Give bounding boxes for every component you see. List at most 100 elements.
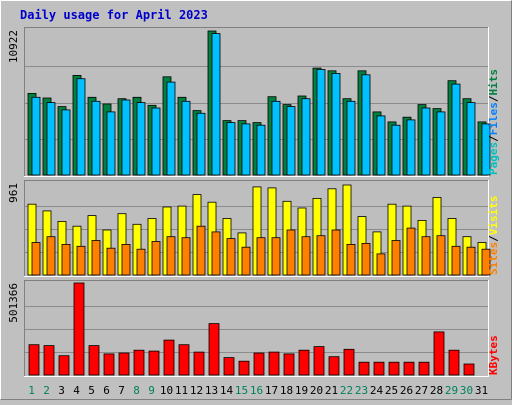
bar-kbytes-day-1 (28, 344, 40, 376)
bar-sites-day-17 (271, 237, 281, 276)
bar-sites-day-5 (91, 240, 101, 276)
bar-kbytes-day-30 (463, 363, 475, 376)
bar-files-day-11 (181, 100, 191, 176)
x-tick-label-day-16: 16 (250, 384, 263, 397)
bar-files-day-19 (301, 98, 311, 176)
x-tick-label-day-28: 28 (430, 384, 443, 397)
bar-sites-day-1 (31, 242, 41, 276)
bar-kbytes-day-11 (178, 344, 190, 376)
x-tick-label-day-31: 31 (475, 384, 488, 397)
x-tick-label-day-6: 6 (103, 384, 110, 397)
bar-kbytes-day-9 (148, 350, 160, 376)
bar-files-day-30 (466, 102, 476, 176)
bar-sites-day-13 (211, 231, 221, 276)
bar-kbytes-day-18 (283, 353, 295, 376)
bar-files-day-21 (331, 73, 341, 176)
bar-sites-day-7 (121, 243, 131, 276)
bar-sites-day-9 (151, 241, 161, 276)
bar-sites-day-25 (391, 240, 401, 276)
bar-sites-day-23 (361, 242, 371, 276)
bar-files-day-25 (391, 124, 401, 176)
bar-sites-day-11 (181, 237, 191, 276)
bar-sites-day-20 (316, 235, 326, 276)
bar-sites-day-28 (436, 235, 446, 276)
bar-sites-day-19 (301, 236, 311, 276)
bar-files-day-22 (346, 100, 356, 176)
x-tick-label-day-19: 19 (295, 384, 308, 397)
bar-sites-day-16 (256, 237, 266, 276)
bar-kbytes-day-21 (328, 356, 340, 376)
x-tick-label-day-14: 14 (220, 384, 234, 397)
bar-kbytes-day-26 (403, 361, 415, 376)
bar-files-day-4 (76, 78, 86, 176)
x-tick-label-day-25: 25 (385, 384, 398, 397)
bar-sites-day-3 (61, 243, 71, 276)
bar-files-day-20 (316, 69, 326, 176)
bar-files-day-9 (151, 107, 161, 176)
bar-files-day-23 (361, 74, 371, 176)
x-tick-label-day-13: 13 (205, 384, 218, 397)
bar-files-day-6 (106, 111, 116, 176)
bar-kbytes-day-19 (298, 349, 310, 376)
x-tick-label-day-3: 3 (58, 384, 65, 397)
x-tick-label-day-18: 18 (280, 384, 293, 397)
bar-kbytes-day-23 (358, 361, 370, 376)
bar-files-day-8 (136, 102, 146, 176)
bar-files-day-26 (406, 119, 416, 176)
bar-files-day-13 (211, 33, 221, 176)
bar-kbytes-day-7 (118, 352, 130, 376)
x-tick-label-day-15: 15 (235, 384, 248, 397)
bar-kbytes-day-5 (88, 345, 100, 376)
bar-sites-day-22 (346, 243, 356, 276)
bar-files-day-15 (241, 123, 251, 176)
x-tick-label-day-1: 1 (28, 384, 35, 397)
x-tick-label-day-23: 23 (355, 384, 368, 397)
bar-kbytes-day-17 (268, 351, 280, 376)
bar-kbytes-day-29 (448, 349, 460, 376)
panel-hits-files-axis-title: Pages/Files/Hits (487, 69, 500, 175)
bar-sites-day-8 (136, 248, 146, 276)
x-tick-label-day-24: 24 (370, 384, 384, 397)
panel-hits-files-axis-title-part-1: Pages (487, 142, 500, 175)
panel-hits-files-axis-title-part-2: / (487, 135, 500, 142)
bar-files-day-2 (46, 102, 56, 176)
panel-kbytes-axis-title-part-1: KBytes (487, 335, 500, 375)
bar-kbytes-day-3 (58, 355, 70, 376)
bar-files-day-1 (31, 96, 41, 176)
x-tick-label-day-10: 10 (160, 384, 173, 397)
bar-sites-day-29 (451, 245, 461, 276)
bar-kbytes-day-20 (313, 346, 325, 376)
bar-kbytes-day-6 (103, 353, 115, 376)
bar-files-day-31 (481, 123, 491, 176)
bar-files-day-10 (166, 81, 176, 176)
bar-files-day-3 (61, 109, 71, 176)
bar-kbytes-day-10 (163, 339, 175, 376)
panel-kbytes: 501366 KBytes (7, 280, 500, 377)
x-tick-label-day-7: 7 (118, 384, 125, 397)
bar-files-day-27 (421, 107, 431, 176)
bar-files-day-29 (451, 83, 461, 176)
x-tick-label-day-20: 20 (310, 384, 323, 397)
bar-sites-day-21 (331, 229, 341, 276)
x-tick-label-day-17: 17 (265, 384, 278, 397)
bar-files-day-24 (376, 115, 386, 176)
bar-sites-day-10 (166, 236, 176, 276)
bar-kbytes-day-15 (238, 360, 250, 376)
x-tick-label-day-11: 11 (175, 384, 188, 397)
panel-visits-sites-scale-label: 961 (7, 183, 20, 203)
panel-visits-sites-axis-title: Sites/Visits (487, 196, 500, 276)
bar-sites-day-14 (226, 238, 236, 276)
bar-kbytes-day-28 (433, 331, 445, 376)
bar-sites-day-31 (481, 248, 491, 276)
bar-kbytes-day-13 (208, 323, 220, 376)
x-tick-label-day-21: 21 (325, 384, 338, 397)
x-tick-label-day-5: 5 (88, 384, 95, 397)
bar-kbytes-day-4 (73, 282, 85, 376)
bar-kbytes-day-25 (388, 361, 400, 376)
x-tick-label-day-30: 30 (460, 384, 473, 397)
bar-files-day-17 (271, 100, 281, 176)
x-tick-label-day-2: 2 (43, 384, 50, 397)
panel-kbytes-scale-label: 501366 (7, 283, 20, 323)
